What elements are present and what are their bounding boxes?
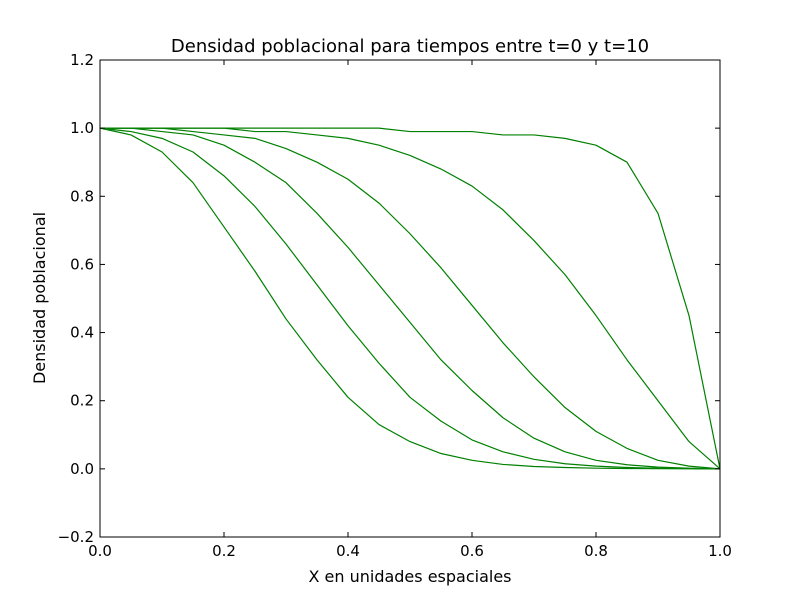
x-axis-label: X en unidades espaciales	[308, 567, 511, 586]
density-curve	[100, 127, 721, 470]
density-curve	[99, 127, 721, 470]
density-curve	[99, 127, 721, 470]
y-tick-label: 0.8	[70, 187, 94, 205]
x-tick-label: 0.0	[88, 542, 112, 560]
y-axis-label: Densidad poblacional	[30, 212, 49, 384]
density-curve	[100, 127, 721, 469]
curves-group	[99, 127, 721, 470]
x-tick-label: 0.8	[584, 542, 608, 560]
y-tick-label: 1.2	[70, 51, 94, 69]
x-tick-label: 1.0	[708, 542, 732, 560]
chart-title: Densidad poblacional para tiempos entre …	[171, 36, 649, 57]
y-tick-label: 0.4	[70, 324, 94, 342]
y-tick-label: 0.6	[70, 255, 94, 273]
x-tick-label: 0.4	[336, 542, 360, 560]
x-tick-label: 0.2	[212, 542, 236, 560]
y-tick-label: 1.0	[70, 119, 94, 137]
plot-frame	[99, 59, 721, 538]
ticks-group: 0.0 0.2 0.4 0.6 0.8 1.0−0.20.00.20.40.60.81.0…	[58, 51, 732, 560]
y-tick-label: 0.0	[70, 460, 94, 478]
y-tick-label: −0.2	[58, 528, 94, 546]
x-tick-label: 0.6	[460, 542, 484, 560]
density-curve	[100, 127, 721, 470]
y-tick-label: 0.2	[70, 392, 94, 410]
